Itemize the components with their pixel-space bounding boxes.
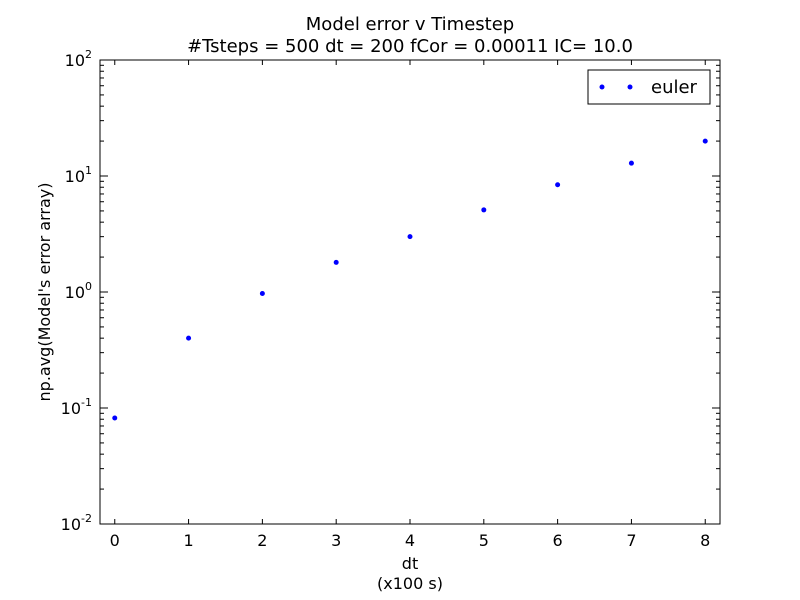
- x-axis-label: dt: [402, 554, 418, 573]
- y-tick-exponent: -2: [81, 512, 92, 525]
- plot-frame: [99, 59, 721, 525]
- legend-box: [587, 69, 711, 105]
- x-tick-label: 8: [700, 531, 710, 550]
- y-tick-label: 102: [65, 48, 92, 70]
- y-tick-label: 10-2: [61, 512, 92, 534]
- y-tick-exponent: -1: [81, 396, 92, 409]
- data-point: [555, 182, 561, 188]
- legend-marker: [599, 84, 605, 90]
- x-tick-label: 0: [110, 531, 120, 550]
- data-point: [628, 160, 634, 166]
- y-tick-exponent: 1: [85, 164, 92, 177]
- x-axis-unit-label: (x100 s): [377, 574, 443, 593]
- x-tick-label: 5: [479, 531, 489, 550]
- y-tick-exponent: 2: [85, 48, 92, 61]
- y-tick-label: 100: [65, 280, 92, 302]
- y-tick-base: 10: [65, 283, 85, 302]
- data-point: [259, 291, 265, 297]
- chart-title: Model error v Timestep: [306, 14, 514, 35]
- x-tick-label: 7: [626, 531, 636, 550]
- y-tick-base: 10: [61, 399, 81, 418]
- y-tick-base: 10: [65, 167, 85, 186]
- x-tick-label: 6: [553, 531, 563, 550]
- y-tick-base: 10: [61, 515, 81, 534]
- data-point: [333, 259, 339, 265]
- legend-marker: [627, 84, 633, 90]
- chart-subtitle: #Tsteps = 500 dt = 200 fCor = 0.00011 IC…: [187, 36, 633, 57]
- data-point: [481, 207, 487, 213]
- data-point: [112, 415, 118, 421]
- y-tick-base: 10: [65, 51, 85, 70]
- data-point: [186, 335, 192, 341]
- data-point: [702, 138, 708, 144]
- y-tick-exponent: 0: [85, 280, 92, 293]
- x-tick-label: 2: [257, 531, 267, 550]
- legend-label-euler: euler: [651, 77, 698, 98]
- x-tick-label: 4: [405, 531, 415, 550]
- y-tick-label: 10-1: [61, 396, 92, 418]
- x-tick-label: 3: [331, 531, 341, 550]
- y-axis-label: np.avg(Model's error array): [35, 183, 54, 402]
- y-tick-label: 101: [65, 164, 92, 186]
- x-axis: 0 1 2 3 4 5 6 7 8: [110, 60, 710, 550]
- x-tick-label: 1: [183, 531, 193, 550]
- plot-area: [112, 138, 708, 421]
- data-point: [407, 234, 413, 240]
- legend: euler: [587, 69, 711, 105]
